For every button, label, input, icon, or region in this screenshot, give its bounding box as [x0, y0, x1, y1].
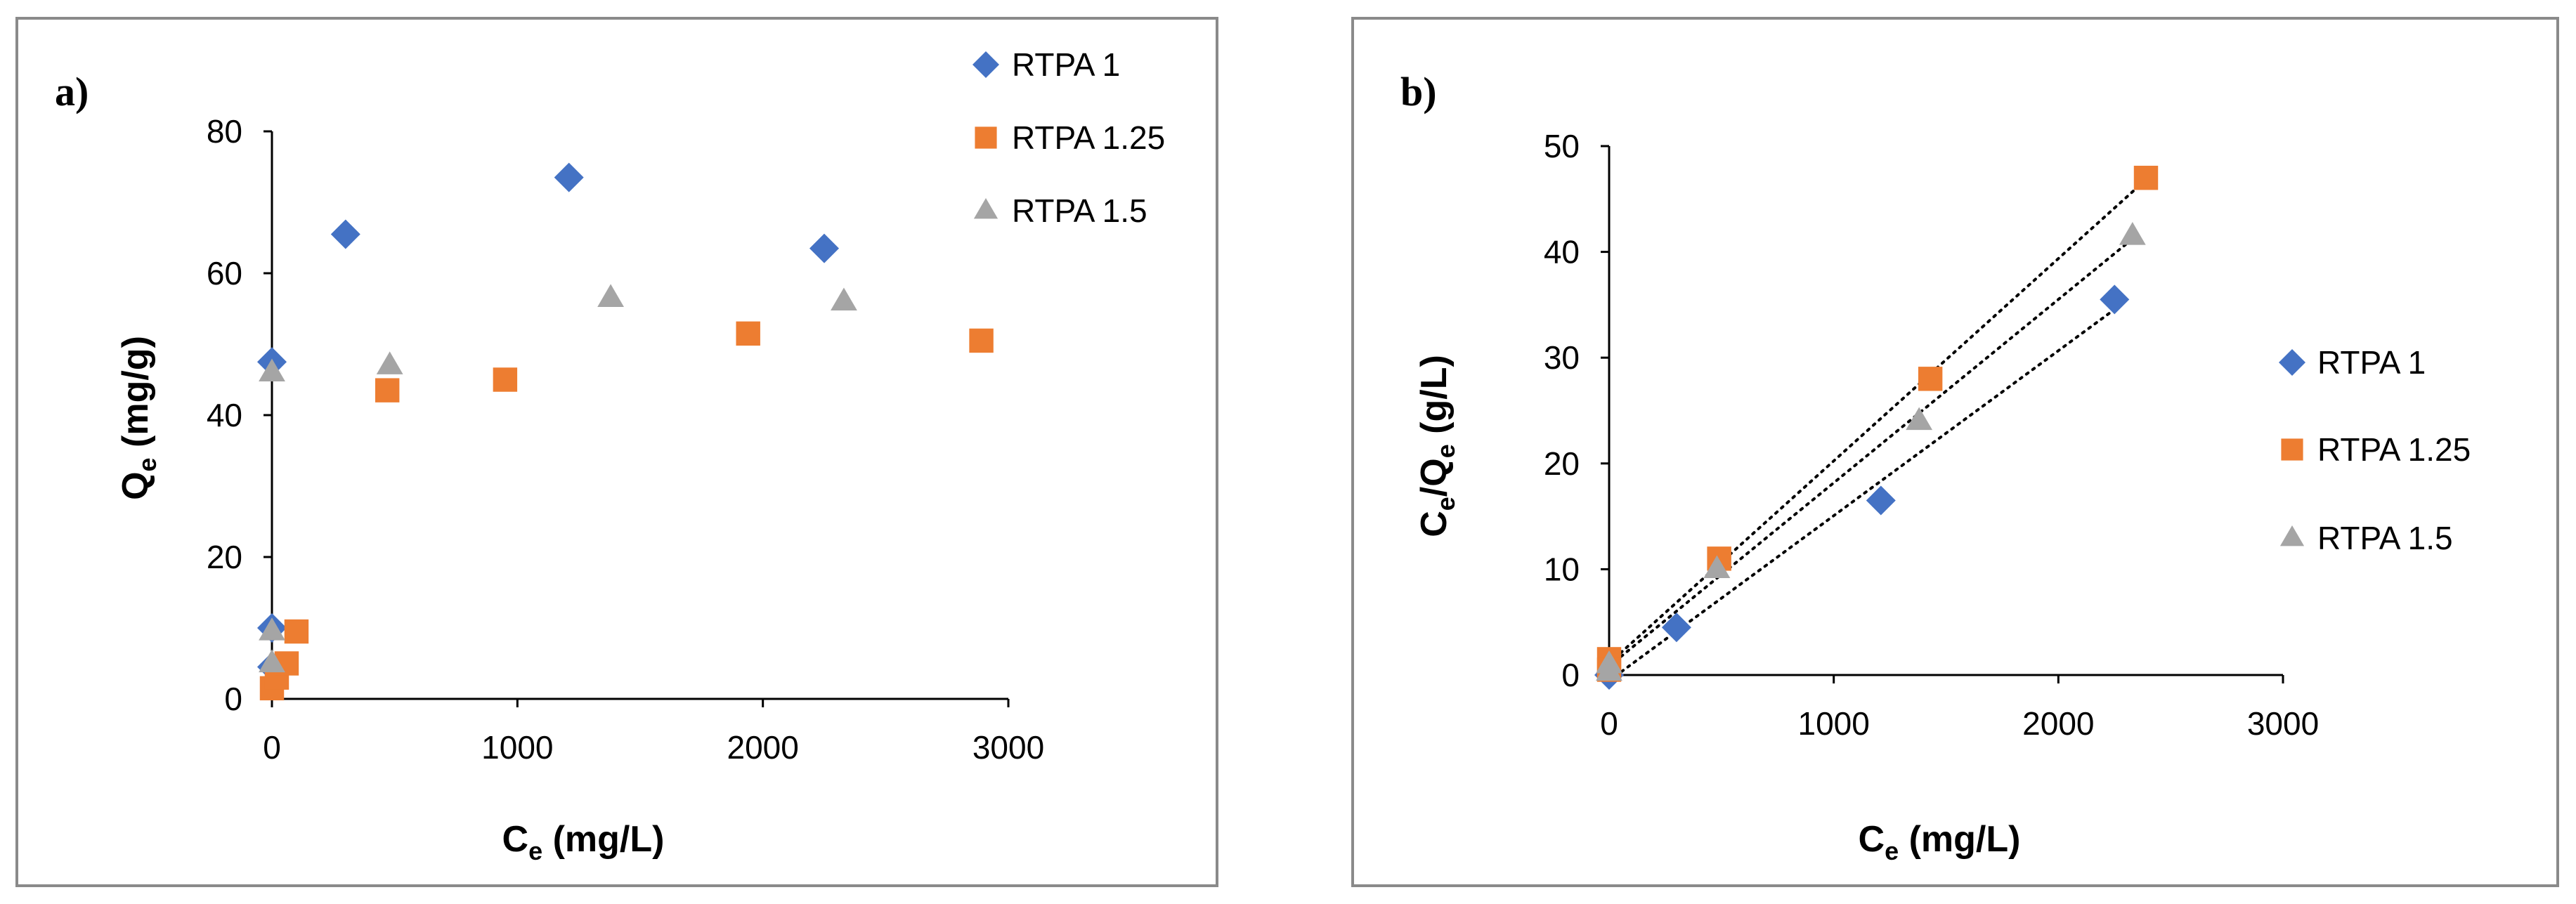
- panel-b-y-axis-title: Ce/Qe (g/L): [1414, 355, 1460, 537]
- data-point-rtpa-1: [2100, 284, 2130, 315]
- panel-b-plot-area: 0 10 20 30 40 50 0 1000 2000 3000: [1544, 128, 2319, 742]
- x-tick-label: 1000: [1797, 705, 1869, 742]
- data-point-rtpa-1-25: [284, 619, 309, 644]
- y-tick-label: 20: [207, 539, 242, 575]
- data-point-rtpa-1-5: [259, 649, 285, 673]
- legend-marker-rtpa-1-25: [975, 126, 997, 149]
- data-point-rtpa-1-25: [736, 321, 760, 346]
- y-tick-label: 80: [207, 113, 242, 150]
- data-point-rtpa-1: [330, 219, 360, 249]
- legend-marker-rtpa-1-5: [2279, 525, 2305, 546]
- data-point-rtpa-1-5: [376, 351, 403, 374]
- x-tick-label: 0: [1600, 705, 1618, 742]
- legend-item: RTPA 1.5: [973, 192, 1147, 229]
- x-tick-label: 2000: [727, 729, 798, 766]
- legend-marker-rtpa-1: [2279, 349, 2305, 376]
- data-point-rtpa-1-5: [2119, 222, 2146, 245]
- y-tick-label: 0: [224, 681, 242, 717]
- trendline-rtpa-1-5: [1608, 237, 2134, 668]
- y-tick-label: 10: [1544, 551, 1580, 587]
- data-point-rtpa-1: [809, 233, 839, 263]
- panel-a-legend: RTPA 1 RTPA 1.25 RTPA 1.5: [972, 46, 1165, 229]
- y-tick-label: 60: [207, 255, 242, 291]
- legend-label-rtpa-1-5: RTPA 1.5: [2317, 520, 2453, 556]
- legend-item: RTPA 1.25: [2281, 431, 2471, 468]
- y-tick-label: 50: [1544, 128, 1580, 164]
- y-tick-label: 20: [1544, 445, 1580, 482]
- x-tick-label: 2000: [2022, 705, 2094, 742]
- legend-label-rtpa-1-25: RTPA 1.25: [1012, 119, 1165, 156]
- legend-item: RTPA 1: [972, 46, 1120, 83]
- y-tick-label: 0: [1561, 657, 1580, 693]
- data-point-rtpa-1-5: [1703, 555, 1731, 578]
- data-point-rtpa-1-25: [375, 378, 400, 402]
- y-tick-label: 40: [1544, 234, 1580, 270]
- y-tick-label: 30: [1544, 339, 1580, 376]
- data-point-rtpa-1-25: [2133, 165, 2159, 190]
- data-point-rtpa-1: [554, 162, 584, 192]
- y-tick-label: 40: [207, 397, 242, 433]
- data-point-rtpa-1: [1661, 613, 1691, 643]
- legend-item: RTPA 1.5: [2279, 520, 2453, 556]
- panel-a-plot-area: 0 20 40 60 80 0 1000 2000 3000: [207, 113, 1044, 766]
- legend-symbol-rtpa-1-5: [2279, 525, 2305, 546]
- x-tick-label: 3000: [972, 729, 1044, 766]
- panel-b: b) 0 10 20 30 40 50 0 1000 2000 3000 Ce (mg/L) Ce…: [1351, 17, 2559, 887]
- legend-symbol-rtpa-1: [2279, 349, 2305, 376]
- panel-b-label: b): [1400, 69, 1437, 114]
- legend-symbol-rtpa-1-25: [2281, 438, 2303, 461]
- legend-symbol-rtpa-1-25: [975, 126, 997, 149]
- panel-b-x-axis-title: Ce (mg/L): [1859, 819, 2021, 865]
- data-point-rtpa-1-5: [1906, 407, 1933, 431]
- legend-label-rtpa-1-25: RTPA 1.25: [2317, 431, 2471, 468]
- x-tick-label: 1000: [481, 729, 553, 766]
- legend-label-rtpa-1: RTPA 1: [1012, 46, 1120, 83]
- legend-item: RTPA 1.25: [975, 119, 1165, 156]
- panel-a-y-axis-title: Qe (mg/g): [115, 336, 162, 500]
- x-tick-label: 3000: [2247, 705, 2319, 742]
- panel-b-legend: RTPA 1 RTPA 1.25 RTPA 1.5: [2279, 344, 2471, 556]
- trendline-rtpa-1-25: [1608, 178, 2148, 665]
- panel-a-label: a): [55, 69, 89, 114]
- legend-marker-rtpa-1: [972, 51, 999, 78]
- data-point-rtpa-1-25: [493, 367, 518, 392]
- data-point-rtpa-1-5: [597, 284, 624, 307]
- data-point-rtpa-1-5: [1596, 657, 1622, 681]
- legend-item: RTPA 1: [2279, 344, 2426, 381]
- legend-label-rtpa-1: RTPA 1: [2317, 344, 2426, 381]
- panel-a: a) 0 20 40 60 80 0 1000 2000 3000 Ce (mg/L) Qe (…: [15, 17, 1218, 887]
- data-point-rtpa-1-25: [1918, 367, 1943, 391]
- legend-label-rtpa-1-5: RTPA 1.5: [1012, 192, 1147, 229]
- legend-marker-rtpa-1-25: [2281, 438, 2303, 461]
- panel-a-frame: [15, 17, 1218, 887]
- data-point-rtpa-1-25: [969, 328, 994, 353]
- data-point-rtpa-1: [1866, 485, 1896, 516]
- data-point-rtpa-1-5: [831, 287, 857, 310]
- legend-symbol-rtpa-1-5: [973, 197, 998, 219]
- legend-symbol-rtpa-1: [972, 51, 999, 78]
- data-point-rtpa-1-5: [259, 617, 285, 641]
- legend-marker-rtpa-1-5: [973, 197, 998, 219]
- panel-a-x-axis-title: Ce (mg/L): [502, 819, 665, 865]
- panel-b-frame: [1351, 17, 2559, 887]
- x-tick-label: 0: [263, 729, 281, 766]
- data-point-rtpa-1-5: [259, 358, 285, 381]
